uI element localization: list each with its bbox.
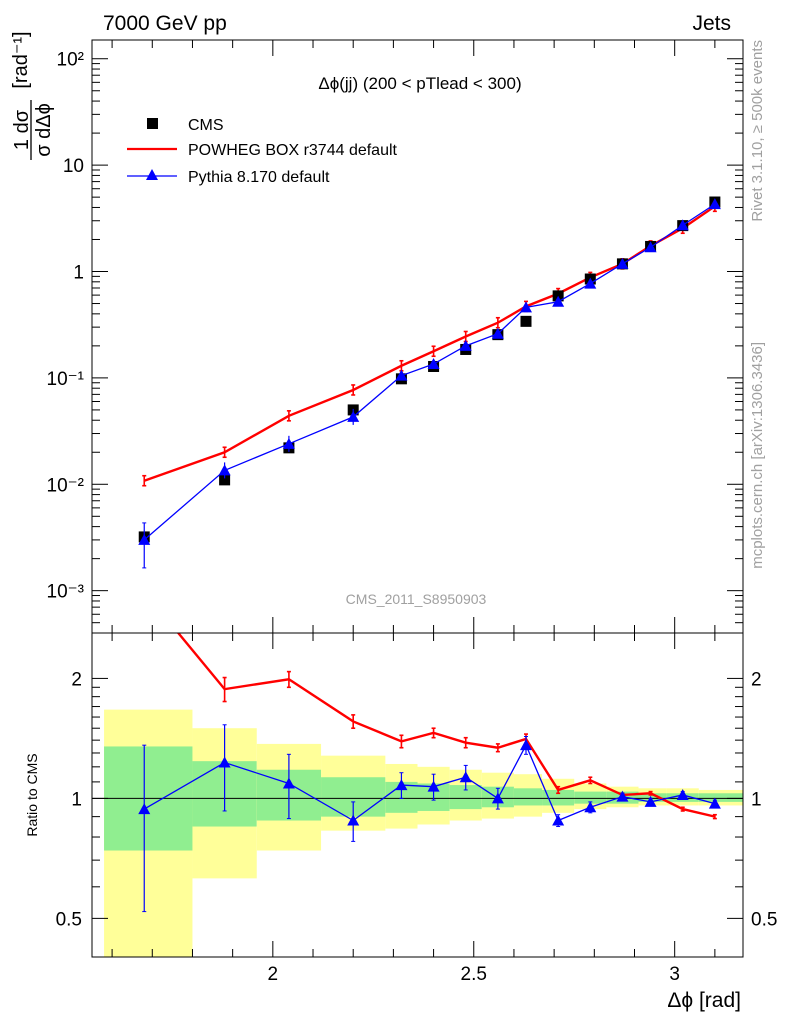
legend-label-pythia: Pythia 8.170 default: [188, 169, 330, 186]
x-axis-label: Δϕ [rad]: [667, 989, 741, 1012]
main-panel: 10⁻³ 10⁻² 10⁻¹ 1 10 10² 1 dσ σ dΔϕ [rad⁻¹] Δϕ…: [10, 31, 744, 634]
header-left: 7000 GeV pp: [103, 12, 227, 35]
source-label: mcplots.cern.ch [arXiv:1306.3436]: [749, 342, 766, 569]
ratio-y-tick-label: 1: [71, 789, 82, 810]
pythia-point: [218, 464, 231, 476]
main-y-tick-label: 1: [73, 263, 84, 284]
legend: CMS POWHEG BOX r3744 default Pythia 8.17…: [127, 117, 398, 186]
legend-marker-pythia: [146, 169, 158, 180]
ratio-pythia-point: [584, 801, 597, 813]
ratio-stat-band: [698, 793, 743, 802]
pythia-point: [584, 277, 597, 289]
ratio-pythia-point: [676, 788, 689, 800]
pythia-point: [520, 301, 532, 313]
ratio-pythia-point: [459, 771, 472, 783]
ratio-y-tick-label-right: 2: [751, 669, 762, 690]
ratio-pythia-point: [395, 779, 408, 791]
header: 7000 GeV pp Jets: [103, 12, 731, 35]
ratio-pythia-point: [491, 792, 504, 804]
ratio-y-tick-label: 2: [71, 669, 82, 690]
ratio-pythia-point: [138, 803, 151, 815]
cms-point: [219, 474, 231, 486]
watermark-label: CMS_2011_S8950903: [346, 591, 487, 607]
main-y-axis-label: 1 dσ σ dΔϕ [rad⁻¹]: [10, 31, 55, 160]
ratio-ticks: 0.5 0.5 1 1 2 2 2 2.5 3: [56, 633, 777, 985]
pythia-point: [138, 533, 151, 545]
main-plot-content: [138, 196, 721, 569]
x-tick-label: 2.5: [461, 964, 487, 985]
ratio-pythia-point: [282, 777, 295, 789]
main-y-tick-label: 10⁻²: [47, 475, 85, 496]
y-axis-unit: [rad⁻¹]: [10, 31, 32, 88]
ratio-pythia-point: [708, 797, 721, 809]
ratio-y-tick-label-right: 0.5: [751, 909, 777, 930]
main-y-tick-label: 10: [63, 156, 84, 177]
pythia-line: [143, 203, 716, 541]
pythia-point: [347, 410, 360, 422]
y-axis-frac-den: σ dΔϕ: [33, 103, 55, 157]
x-tick-label: 3: [669, 964, 680, 985]
pythia-point: [552, 295, 565, 307]
pythia-point: [676, 219, 689, 231]
y-axis-frac-num: 1 dσ: [11, 109, 33, 150]
ratio-pythia-point: [644, 795, 657, 807]
ratio-y-tick-label: 0.5: [56, 909, 82, 930]
ratio-stat-band: [638, 793, 667, 802]
ratio-y-tick-label-right: 1: [751, 789, 762, 810]
legend-marker-cms: [147, 118, 158, 129]
pythia-point: [395, 369, 408, 381]
rivet-label: Rivet 3.1.10, ≥ 500k events: [749, 40, 766, 222]
pythia-point: [708, 198, 721, 210]
ratio-stat-band: [513, 788, 543, 806]
legend-label-powheg: POWHEG BOX r3744 default: [188, 142, 398, 159]
powheg-line: [143, 205, 716, 482]
cms-point: [520, 315, 532, 327]
ratio-plot-content: [92, 633, 743, 957]
pythia-point: [644, 241, 657, 253]
main-y-tick-label: 10²: [57, 50, 84, 71]
pythia-point: [427, 358, 440, 370]
ratio-pythia-point: [218, 756, 231, 768]
ratio-pythia-point: [347, 814, 360, 826]
x-tick-label: 2: [268, 964, 279, 985]
ratio-pythia-point: [427, 780, 440, 792]
ratio-stat-band: [574, 791, 607, 804]
header-right: Jets: [692, 12, 731, 35]
main-y-tick-label: 10⁻¹: [47, 369, 85, 390]
ratio-pythia-point: [616, 790, 629, 802]
pythia-point: [616, 257, 629, 269]
pythia-point: [282, 437, 295, 449]
side-labels: Rivet 3.1.10, ≥ 500k events mcplots.cern…: [749, 40, 766, 569]
ratio-panel: 0.5 0.5 1 1 2 2 2 2.5 3 Ratio to CMS Δϕ [rad]: [24, 632, 777, 1012]
main-chart-title: Δϕ(jj) (200 < pTlead < 300): [318, 74, 521, 93]
pythia-point: [491, 327, 504, 339]
ratio-pythia-point: [520, 739, 532, 751]
legend-label-cms: CMS: [188, 117, 224, 134]
pythia-point: [459, 339, 472, 351]
ratio-pythia-point: [552, 814, 565, 826]
main-y-tick-label: 10⁻³: [47, 582, 85, 603]
main-ticks: 10⁻³ 10⁻² 10⁻¹ 1 10 10²: [47, 40, 743, 634]
ratio-frame: [91, 632, 744, 958]
ratio-y-axis-label: Ratio to CMS: [24, 753, 40, 836]
